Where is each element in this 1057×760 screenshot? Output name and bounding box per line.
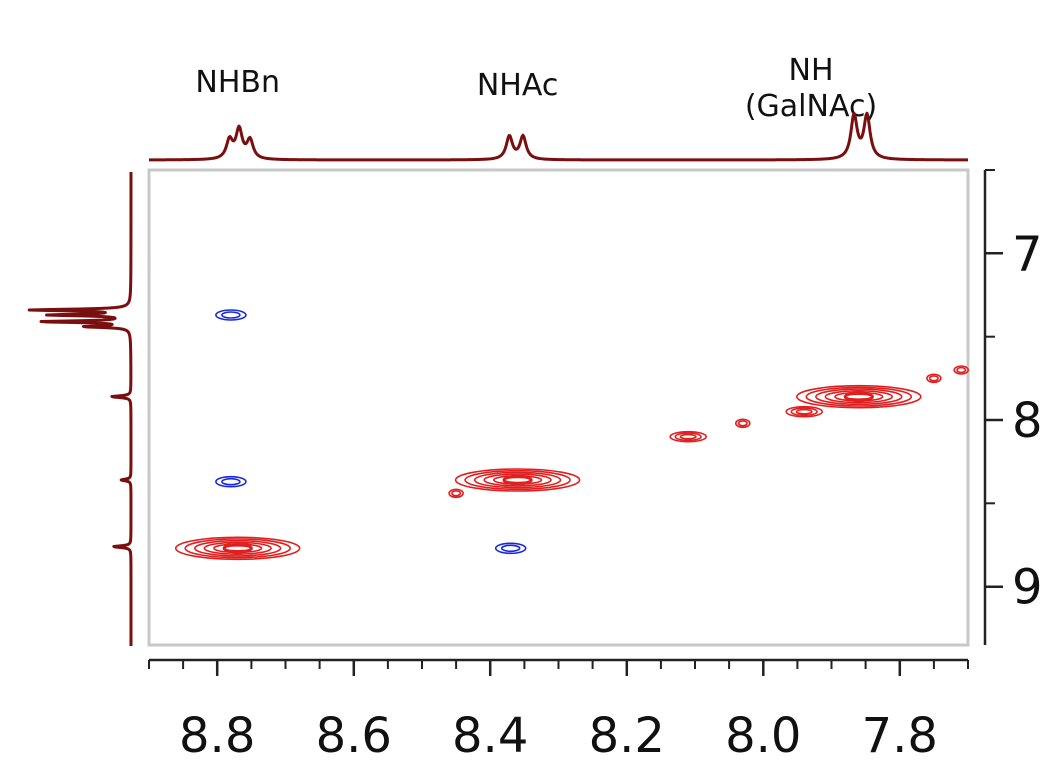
contour-ring: [815, 388, 903, 406]
x-tick-label: 8.2: [589, 708, 665, 756]
cross-peak-red: [448, 488, 464, 499]
x-tick-label: 8.4: [452, 708, 528, 756]
peak-label-line: NHAc: [477, 68, 559, 103]
cross-peak-red: [953, 365, 970, 375]
top-projection: [148, 111, 969, 162]
contour-ring: [956, 366, 967, 374]
peak-label: NH (GalNAc): [745, 53, 877, 124]
contour-ring: [790, 407, 818, 417]
x-tick-label: 8.6: [316, 708, 392, 756]
contour-ring: [494, 542, 527, 555]
left-projection: [27, 171, 133, 647]
peak-label-line: NH: [789, 53, 834, 88]
cross-peak-red: [174, 536, 301, 561]
contour-core: [502, 474, 533, 486]
contour-ring: [215, 309, 247, 321]
contour-ring: [500, 544, 521, 553]
contour-ring: [824, 390, 893, 404]
contour-ring: [221, 311, 241, 319]
y-tick-label: 9: [1012, 560, 1043, 616]
contour-ring: [448, 488, 464, 499]
cross-peaks: [174, 309, 970, 561]
contour-ring: [785, 405, 824, 418]
x-tick-label: 8.0: [725, 708, 801, 756]
y-tick-label: 8: [1012, 393, 1043, 449]
cross-peak-blue: [494, 542, 527, 555]
peak-label-line: NHBn: [195, 65, 280, 100]
cross-peak-blue: [215, 309, 247, 321]
contour-ring: [734, 418, 751, 429]
peak-label-line: (GalNAc): [745, 89, 877, 124]
contour-ring: [953, 365, 970, 375]
contour-ring: [737, 420, 748, 427]
peak-label: NHBn: [195, 65, 280, 100]
cross-peak-blue: [215, 475, 247, 488]
cross-peak-red: [669, 430, 708, 443]
x-tick-label: 7.8: [862, 708, 938, 756]
contour-core: [222, 543, 253, 554]
x-axis: 8.8 8.6 8.4 8.2 8.0 7.8: [148, 658, 969, 760]
contour-ring: [174, 536, 301, 561]
contour-ring: [203, 541, 272, 555]
contour-ring: [464, 469, 571, 491]
contour-ring: [193, 539, 282, 557]
contour-ring: [926, 373, 942, 384]
contour-ring: [184, 538, 291, 559]
cross-peak-red: [795, 384, 922, 409]
left-projection-trace: [27, 171, 133, 647]
contour-ring: [451, 490, 462, 497]
contour-core: [843, 391, 874, 403]
x-tick-label: 8.8: [179, 708, 255, 756]
contour-ring: [473, 471, 562, 489]
plot-frame: [147, 168, 970, 647]
cross-peak-red: [785, 405, 824, 418]
contour-ring: [483, 473, 552, 487]
contour-ring: [795, 408, 813, 415]
y-tick-label: 7: [1012, 226, 1043, 282]
top-projection-trace: [148, 111, 969, 162]
cross-peak-red: [926, 373, 942, 384]
contour-ring: [795, 384, 922, 409]
cross-peak-red: [454, 468, 581, 492]
contour-ring: [669, 430, 708, 443]
contour-ring: [215, 475, 247, 488]
peak-label: NHAc: [477, 68, 559, 103]
contour-ring: [221, 477, 241, 486]
contour-ring: [679, 433, 697, 440]
contour-ring: [674, 432, 702, 442]
y-axis: 7 8 9: [983, 169, 1043, 645]
peak-labels: NHBn NHAc NH (GalNAc): [195, 53, 877, 124]
contour-ring: [928, 375, 939, 382]
contour-ring: [454, 468, 581, 492]
cross-peak-red: [734, 418, 751, 429]
contour-ring: [805, 386, 913, 407]
